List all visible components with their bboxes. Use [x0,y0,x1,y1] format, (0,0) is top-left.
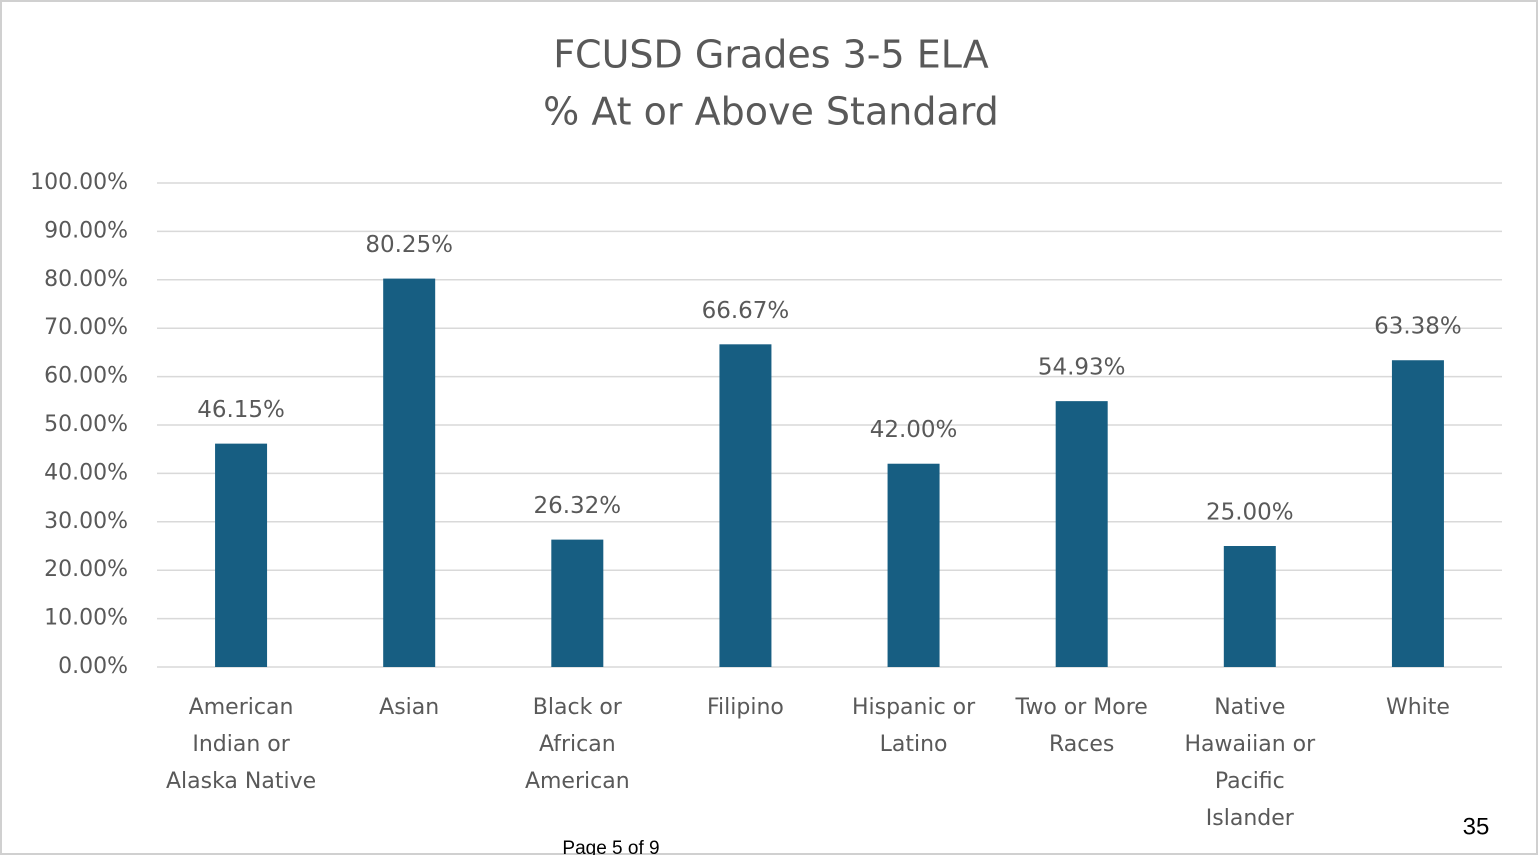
value-label: 63.38% [1374,314,1462,340]
x-tick-label: Two or More Races [1015,695,1148,757]
y-tick-label: 90.00% [44,218,128,243]
bar [719,344,772,667]
x-tick-label: Hispanic or Latino [852,695,976,757]
y-tick-label: 30.00% [44,509,128,534]
y-tick-label: 40.00% [44,460,128,485]
y-tick-label: 0.00% [58,654,128,679]
chart-subtitle: % At or Above Standard [543,90,999,134]
x-tick-label: Native Hawaiian or Pacific Islander [1184,695,1316,831]
bar [1223,546,1276,667]
bar [1055,401,1108,667]
chart-title: FCUSD Grades 3-5 ELA [553,33,989,77]
value-label: 66.67% [702,298,790,324]
y-tick-label: 100.00% [30,170,128,195]
y-tick-label: 80.00% [44,267,128,292]
bar [383,278,436,667]
y-tick-label: 10.00% [44,606,128,631]
x-tick-label: Black or African American [525,695,630,794]
x-tick-label: Asian [379,695,439,720]
y-tick-label: 20.00% [44,557,128,582]
value-label: 26.32% [533,493,621,519]
value-label: 42.00% [870,417,958,443]
value-label: 54.93% [1038,355,1126,381]
y-tick-label: 60.00% [44,364,128,389]
x-tick-label: American Indian or Alaska Native [166,695,316,794]
value-label: 80.25% [365,232,453,258]
value-label: 25.00% [1206,500,1294,526]
bar [887,463,940,667]
x-tick-label: White [1386,695,1450,720]
value-label: 46.15% [197,397,285,423]
bar [551,539,604,667]
footer: Page 5 of 9 [562,838,659,855]
page-number: 35 [1463,813,1490,840]
bar [215,443,268,667]
x-tick-label: Filipino [707,695,784,720]
y-tick-label: 50.00% [44,412,128,437]
bar [1391,360,1444,667]
y-tick-label: 70.00% [44,315,128,340]
